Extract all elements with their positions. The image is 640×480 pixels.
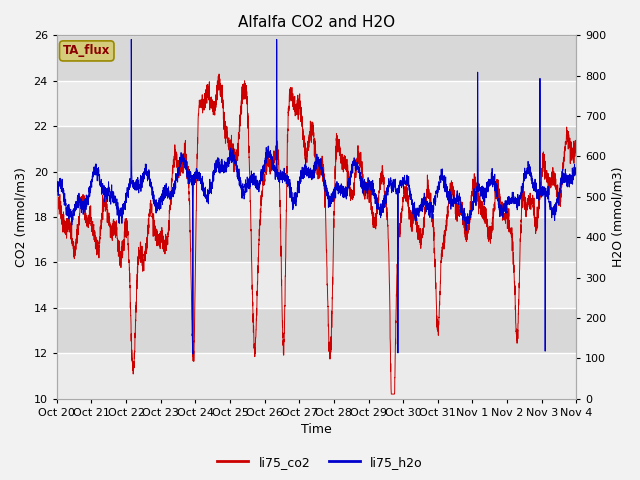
Bar — [57, 353, 576, 398]
Title: Alfalfa CO2 and H2O: Alfalfa CO2 and H2O — [238, 15, 395, 30]
Bar — [57, 81, 576, 126]
Bar — [57, 217, 576, 263]
Bar — [57, 36, 576, 81]
Text: TA_flux: TA_flux — [63, 45, 111, 58]
Legend: li75_co2, li75_h2o: li75_co2, li75_h2o — [212, 451, 428, 474]
Bar — [57, 308, 576, 353]
Bar — [57, 171, 576, 217]
Bar — [57, 126, 576, 171]
Y-axis label: H2O (mmol/m3): H2O (mmol/m3) — [612, 167, 625, 267]
Bar — [57, 263, 576, 308]
Y-axis label: CO2 (mmol/m3): CO2 (mmol/m3) — [15, 167, 28, 267]
X-axis label: Time: Time — [301, 423, 332, 436]
